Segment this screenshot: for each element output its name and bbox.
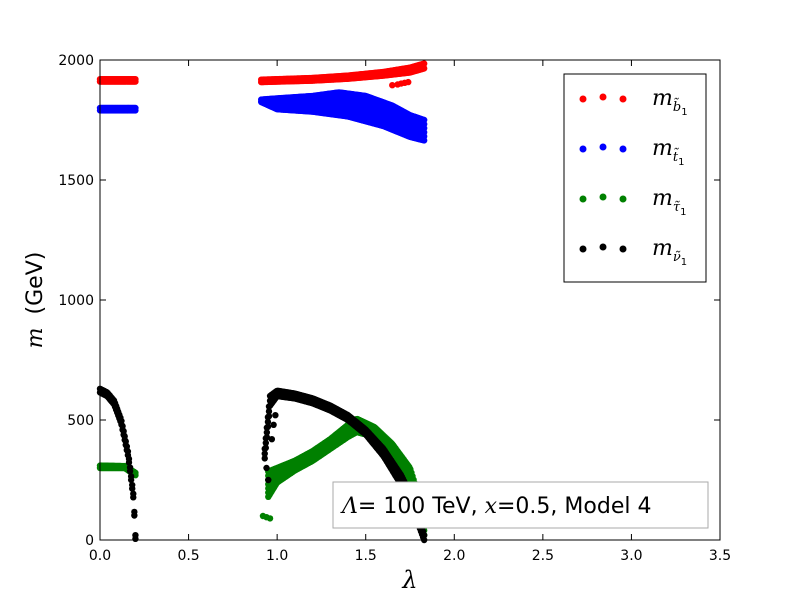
- data-point: [262, 444, 270, 452]
- annotation: Λ= 100 TeV, x=0.5, Model 4: [332, 481, 709, 529]
- annotation-lambda-symbol: Λ: [340, 494, 358, 519]
- legend-entry: mν̃1: [579, 236, 687, 268]
- legend-marker: [619, 245, 627, 253]
- x-tick-label: 3.0: [620, 548, 642, 564]
- annotation-box: [332, 481, 709, 529]
- data-point: [127, 476, 135, 484]
- data-point: [132, 535, 139, 542]
- legend-marker: [619, 195, 627, 203]
- data-point: [130, 494, 137, 501]
- data-point: [132, 107, 139, 114]
- legend-label: mν̃1: [652, 236, 687, 268]
- data-point: [131, 512, 138, 519]
- legend-marker: [579, 245, 587, 253]
- data-point: [420, 137, 428, 144]
- ticks-layer: 0.0 0.5 1.0 1.5 2.0 2.5 3.0 3.5 0 500 1000 1500 2000: [58, 53, 731, 564]
- data-point: [262, 439, 270, 447]
- data-point: [261, 455, 268, 462]
- legend-entry: mτ̃1: [579, 186, 686, 218]
- data-point: [263, 429, 271, 436]
- y-axis-label-symbol: m: [23, 327, 48, 348]
- y-tick-label: 0: [85, 533, 94, 549]
- data-point: [266, 515, 274, 522]
- legend-marker: [599, 93, 607, 101]
- y-tick-label: 1000: [58, 293, 94, 309]
- x-tick-label: 0.0: [89, 548, 111, 564]
- legend-marker: [599, 143, 607, 151]
- data-point: [420, 60, 428, 67]
- data-point: [264, 418, 272, 426]
- data-point: [272, 412, 279, 419]
- data-point: [270, 421, 277, 428]
- legend-label: mt̃1: [652, 136, 684, 168]
- x-tick-label: 1.5: [355, 548, 377, 564]
- data-point: [265, 412, 273, 420]
- x-tick-label: 1.0: [266, 548, 288, 564]
- data-point: [263, 464, 270, 472]
- data-point: [264, 423, 272, 430]
- x-tick-label: 3.5: [709, 548, 731, 564]
- annotation-text: Λ= 100 TeV, x=0.5, Model 4: [340, 494, 651, 519]
- legend-label: mτ̃1: [652, 186, 686, 218]
- legend-marker: [579, 95, 587, 103]
- series-layer: [96, 60, 428, 544]
- data-point: [126, 467, 134, 475]
- legend-marker: [579, 145, 587, 153]
- annotation-energy: = 100 TeV,: [358, 494, 485, 519]
- y-tick-label: 500: [67, 413, 94, 429]
- data-point: [261, 450, 268, 457]
- annotation-model: =0.5, Model 4: [497, 494, 651, 519]
- data-point: [405, 78, 412, 86]
- legend-box: [563, 73, 707, 283]
- data-point: [389, 82, 396, 89]
- data-point: [268, 436, 276, 443]
- legend-marker: [599, 243, 607, 251]
- y-axis-label: m (GeV): [23, 252, 48, 349]
- data-point: [129, 485, 136, 492]
- data-point: [420, 532, 428, 539]
- legend-marker: [579, 195, 587, 203]
- svg-text:m (GeV): m (GeV): [23, 252, 48, 349]
- data-point: [132, 78, 139, 85]
- legend: mb̃1 mt̃1 mτ̃1 mν̃1: [563, 73, 707, 283]
- legend-label: mb̃1: [652, 86, 688, 118]
- y-axis-label-unit: (GeV): [23, 252, 48, 315]
- y-tick-label: 2000: [58, 53, 94, 69]
- x-axis-label: λ: [401, 566, 417, 594]
- data-point: [263, 434, 271, 441]
- data-point: [265, 476, 272, 484]
- legend-marker: [619, 145, 627, 153]
- legend-entry: mb̃1: [579, 86, 688, 118]
- series-0: [96, 60, 428, 89]
- x-tick-label: 0.5: [177, 548, 199, 564]
- data-point: [265, 408, 273, 415]
- legend-marker: [599, 193, 607, 201]
- series-1: [96, 89, 428, 144]
- x-tick-label: 2.0: [443, 548, 465, 564]
- data-point: [125, 459, 133, 466]
- legend-marker: [619, 95, 627, 103]
- data-point: [420, 65, 428, 72]
- y-tick-label: 1500: [58, 173, 94, 189]
- annotation-x-symbol: x: [485, 494, 498, 519]
- x-tick-label: 2.5: [532, 548, 554, 564]
- legend-entry: mt̃1: [579, 136, 684, 168]
